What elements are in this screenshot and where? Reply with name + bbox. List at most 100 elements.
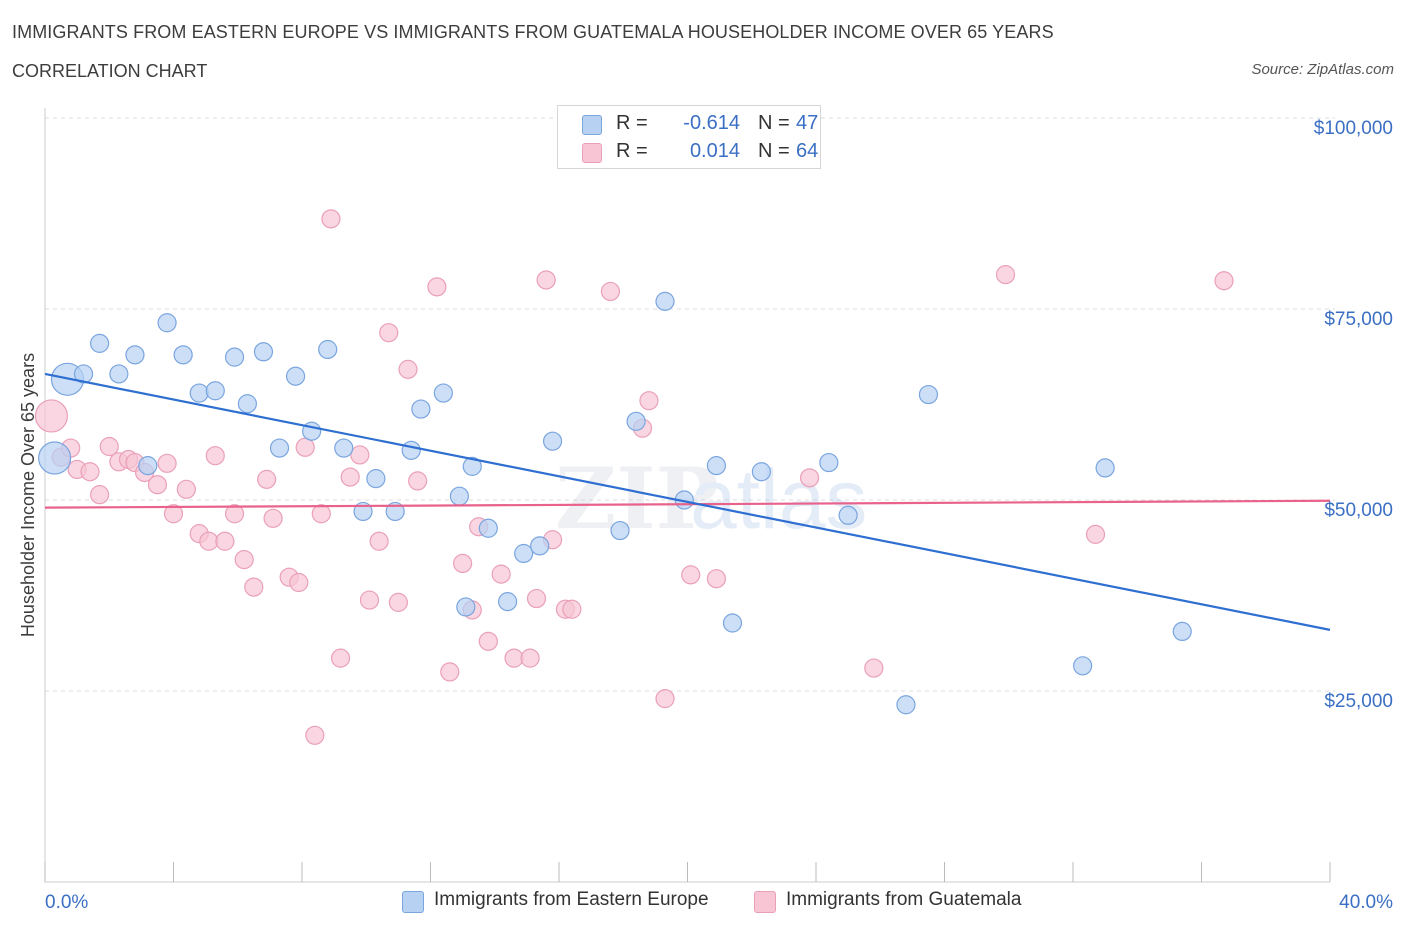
legend-n-label: N = <box>758 140 790 162</box>
eastern-europe-point <box>751 462 771 482</box>
gridlines <box>45 117 1335 692</box>
guatemala-point <box>263 508 283 528</box>
guatemala-point <box>244 577 264 597</box>
guatemala-point <box>90 485 110 505</box>
eastern-europe-point <box>838 505 858 525</box>
bottom-legend-swatch-blue <box>402 891 424 913</box>
guatemala-point <box>176 479 196 499</box>
guatemala-point <box>224 504 245 524</box>
eastern-europe-point <box>478 518 498 538</box>
eastern-europe-point <box>918 384 939 405</box>
eastern-europe-point <box>514 543 534 564</box>
eastern-europe-point <box>237 394 257 414</box>
eastern-europe-point <box>1073 656 1093 676</box>
guatemala-point <box>1085 524 1106 544</box>
eastern-europe-point <box>224 347 245 367</box>
eastern-europe-point <box>157 313 177 333</box>
guatemala-point <box>995 265 1016 285</box>
axes <box>44 108 1331 883</box>
guatemala-point <box>311 504 331 524</box>
guatemala-point <box>408 471 428 491</box>
guatemala-point <box>99 436 119 457</box>
guatemala-point <box>157 453 177 473</box>
guatemala-point <box>440 662 460 682</box>
y-tick-label: $75,000 <box>1324 309 1393 330</box>
guatemala-point <box>147 475 168 495</box>
legend-n-label: N = <box>758 112 790 134</box>
eastern-europe-point <box>385 501 405 522</box>
eastern-europe-point <box>610 520 630 541</box>
x-tick-label-min: 0.0% <box>45 892 88 913</box>
eastern-europe-point <box>269 438 290 458</box>
legend-r-label: R = <box>616 112 648 134</box>
guatemala-point <box>1214 271 1234 291</box>
guatemala-point <box>215 531 235 551</box>
guatemala-point <box>289 572 309 593</box>
eastern-europe-point <box>38 441 72 475</box>
eastern-europe-point <box>138 456 158 476</box>
eastern-europe-point <box>456 597 476 617</box>
legend-r-label: R = <box>616 140 648 162</box>
y-tick-label: $25,000 <box>1324 691 1393 712</box>
guatemala-point <box>427 277 447 297</box>
guatemala-point <box>205 446 225 466</box>
bottom-legend-label: Immigrants from Eastern Europe <box>434 889 709 910</box>
guatemala-point <box>504 648 524 668</box>
legend-swatch-blue <box>582 115 602 135</box>
guatemala-point <box>600 281 621 302</box>
guatemala-point <box>799 468 820 488</box>
guatemala-point <box>491 564 511 584</box>
eastern-europe-point <box>334 438 354 458</box>
eastern-europe-point <box>655 291 675 311</box>
guatemala-point <box>681 565 701 585</box>
legend-n-value: 64 <box>796 140 819 162</box>
guatemala-point <box>864 658 884 678</box>
y-tick-label: $100,000 <box>1314 118 1393 139</box>
bottom-legend-label: Immigrants from Guatemala <box>786 889 1022 910</box>
eastern-europe-point <box>706 456 727 476</box>
eastern-europe-point <box>109 364 129 384</box>
eastern-europe-point <box>366 469 386 489</box>
eastern-europe-point <box>542 431 563 451</box>
guatemala-point <box>369 531 389 551</box>
x-tick-label-max: 40.0% <box>1339 892 1393 913</box>
guatemala-point <box>655 689 675 709</box>
guatemala-point <box>234 549 254 570</box>
source-label: Source: ZipAtlas.com <box>1251 61 1394 78</box>
guatemala-point <box>562 599 582 619</box>
eastern-europe-point <box>896 695 916 715</box>
eastern-europe-point <box>173 345 193 365</box>
guatemala-point <box>305 725 325 745</box>
eastern-europe-point <box>626 411 646 431</box>
eastern-europe-point <box>1172 621 1192 642</box>
eastern-europe-point <box>819 452 839 473</box>
guatemala-point <box>257 469 277 489</box>
guatemala-point <box>199 531 219 551</box>
guatemala-point <box>350 445 370 465</box>
eastern-europe-point <box>449 486 470 506</box>
guatemala-point <box>379 323 399 343</box>
eastern-europe-point <box>411 399 431 419</box>
eastern-europe-point <box>125 345 145 365</box>
eastern-europe-point <box>285 366 306 386</box>
guatemala-point <box>388 592 408 612</box>
eastern-europe-point <box>205 381 225 401</box>
eastern-europe-point <box>433 383 453 403</box>
guatemala-point <box>80 462 100 482</box>
axis-labels: $25,000 $50,000 $75,000 $100,000 0.0% 40.0% <box>45 118 1393 913</box>
guatemala-point <box>478 631 498 651</box>
eastern-europe-point <box>498 592 518 612</box>
eastern-europe-point <box>401 440 421 460</box>
y-tick-label: $50,000 <box>1324 500 1393 521</box>
chart-title: IMMIGRANTS FROM EASTERN EUROPE VS IMMIGR… <box>12 22 1054 42</box>
guatemala-point <box>340 467 360 487</box>
y-axis-title: Householder Income Over 65 years <box>18 353 38 637</box>
eastern-europe-point <box>73 364 94 384</box>
eastern-europe-point <box>530 536 550 556</box>
legend-swatch-pink <box>582 143 602 163</box>
guatemala-point <box>639 391 659 411</box>
guatemala-point <box>398 359 418 379</box>
eastern-europe-point <box>90 333 110 353</box>
trend-line-guatemala <box>44 499 1331 509</box>
